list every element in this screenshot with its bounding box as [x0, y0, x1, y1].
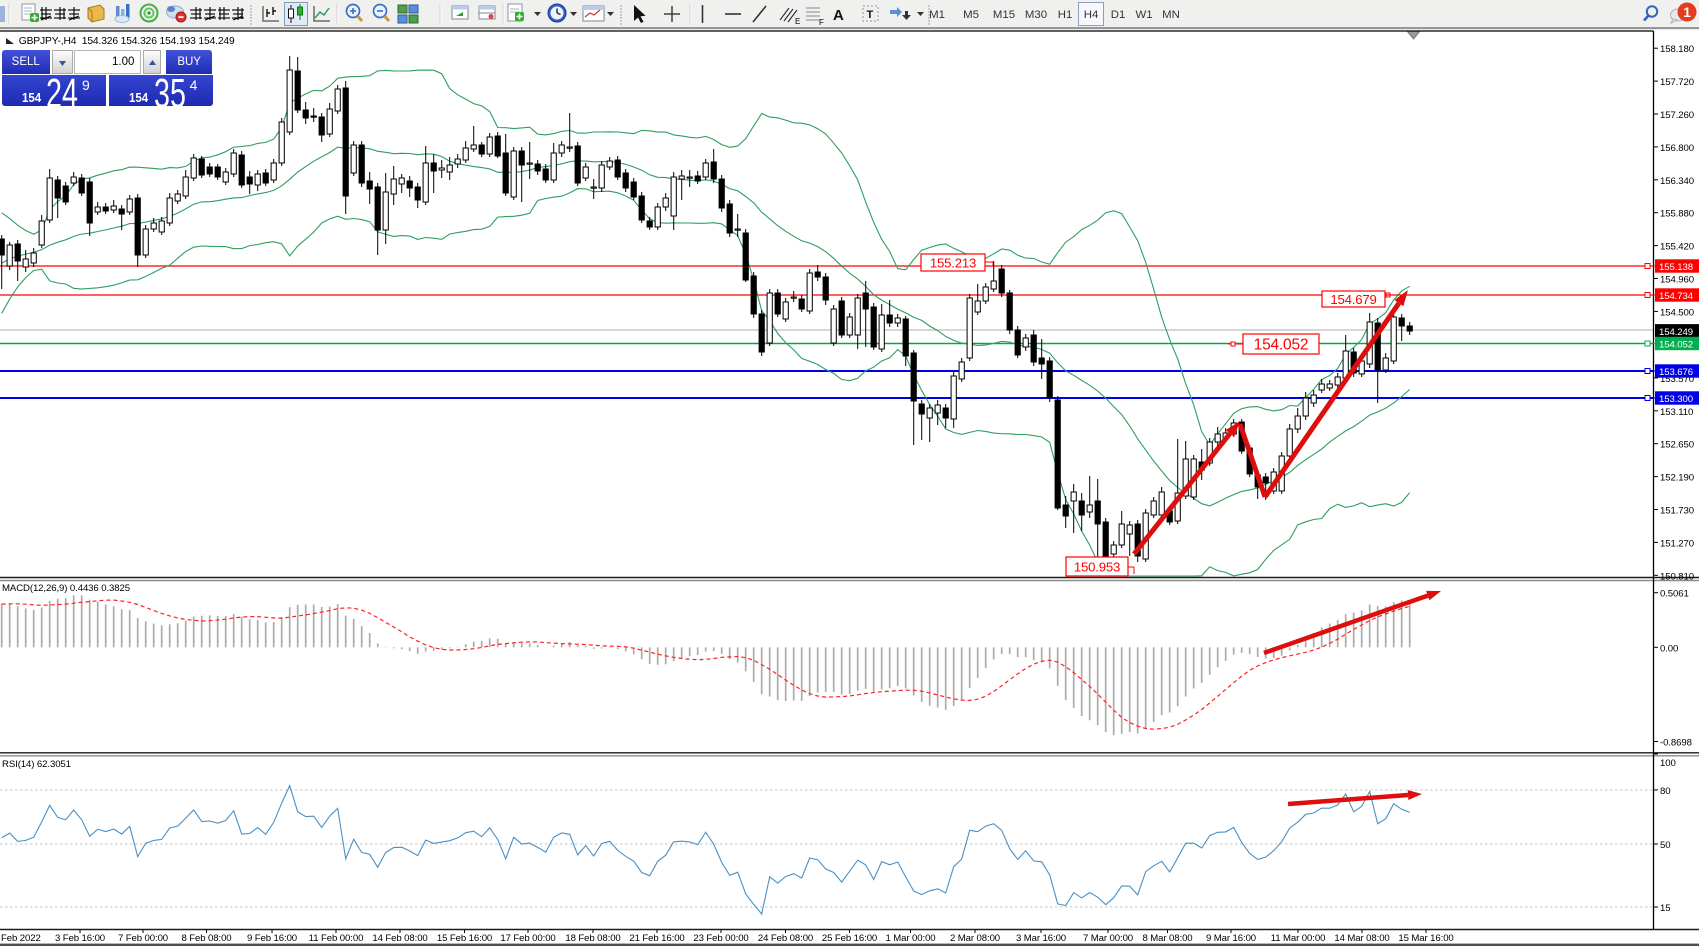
- svg-text:154.052: 154.052: [1659, 340, 1693, 351]
- svg-text:156.340: 156.340: [1660, 176, 1694, 187]
- svg-text:7 Mar 00:00: 7 Mar 00:00: [1083, 933, 1133, 944]
- svg-text:M15: M15: [993, 9, 1015, 21]
- svg-text:154.960: 154.960: [1660, 275, 1694, 286]
- svg-text:156.800: 156.800: [1660, 143, 1694, 154]
- svg-text:9 Feb 16:00: 9 Feb 16:00: [247, 933, 297, 944]
- svg-text:8 Mar 08:00: 8 Mar 08:00: [1142, 933, 1192, 944]
- svg-text:25 Feb 16:00: 25 Feb 16:00: [822, 933, 877, 944]
- svg-text:154.679: 154.679: [1330, 292, 1376, 307]
- svg-text:150.953: 150.953: [1074, 559, 1120, 574]
- svg-text:15: 15: [1660, 903, 1670, 914]
- svg-text:H4: H4: [1084, 9, 1099, 21]
- svg-text:153.570: 153.570: [1660, 374, 1694, 385]
- svg-text:151.270: 151.270: [1660, 538, 1694, 549]
- svg-text:155.880: 155.880: [1660, 209, 1694, 220]
- svg-text:RSI(14) 62.3051: RSI(14) 62.3051: [2, 759, 71, 770]
- svg-text:158.180: 158.180: [1660, 44, 1694, 55]
- svg-text:11 Mar 00:00: 11 Mar 00:00: [1271, 933, 1326, 944]
- svg-text:14 Feb 08:00: 14 Feb 08:00: [372, 933, 427, 944]
- svg-text:157.720: 157.720: [1660, 77, 1694, 88]
- svg-text:M1: M1: [929, 9, 945, 21]
- svg-text:154.734: 154.734: [1659, 291, 1694, 302]
- svg-text:155.420: 155.420: [1660, 242, 1694, 253]
- svg-text:14 Mar 08:00: 14 Mar 08:00: [1334, 933, 1389, 944]
- svg-text:100: 100: [1660, 758, 1676, 769]
- svg-text:150.810: 150.810: [1660, 571, 1694, 582]
- svg-text:E: E: [795, 17, 800, 26]
- svg-text:3 Mar 16:00: 3 Mar 16:00: [1016, 933, 1066, 944]
- svg-text:MN: MN: [1162, 9, 1180, 21]
- svg-text:11 Feb 00:00: 11 Feb 00:00: [309, 933, 364, 944]
- svg-text:H1: H1: [1058, 9, 1073, 21]
- svg-text:15 Feb 16:00: 15 Feb 16:00: [437, 933, 492, 944]
- svg-text:8 Feb 08:00: 8 Feb 08:00: [181, 933, 231, 944]
- svg-text:154.500: 154.500: [1660, 307, 1694, 318]
- svg-text:155.213: 155.213: [930, 255, 976, 270]
- svg-text:151.730: 151.730: [1660, 506, 1694, 517]
- svg-text:M30: M30: [1025, 9, 1047, 21]
- svg-text:F: F: [819, 18, 824, 27]
- svg-text:154.052: 154.052: [1254, 337, 1309, 354]
- svg-text:Feb 2022: Feb 2022: [1, 933, 41, 944]
- svg-text:23 Feb 00:00: 23 Feb 00:00: [693, 933, 748, 944]
- svg-text:9 Mar 16:00: 9 Mar 16:00: [1206, 933, 1256, 944]
- svg-text:D1: D1: [1111, 9, 1126, 21]
- svg-text:T: T: [867, 9, 874, 21]
- svg-text:152.650: 152.650: [1660, 440, 1694, 451]
- svg-text:M5: M5: [963, 9, 979, 21]
- svg-text:0.5061: 0.5061: [1660, 589, 1689, 600]
- svg-text:155.138: 155.138: [1659, 262, 1693, 273]
- svg-text:-0.8698: -0.8698: [1660, 738, 1692, 749]
- svg-text:157.260: 157.260: [1660, 110, 1694, 121]
- svg-text:152.190: 152.190: [1660, 473, 1694, 484]
- svg-text:7 Feb 00:00: 7 Feb 00:00: [118, 933, 168, 944]
- svg-text:153.676: 153.676: [1659, 367, 1693, 378]
- svg-text:18 Feb 08:00: 18 Feb 08:00: [565, 933, 620, 944]
- svg-text:0.00: 0.00: [1660, 643, 1678, 654]
- svg-text:3 Feb 16:00: 3 Feb 16:00: [55, 933, 105, 944]
- svg-text:15 Mar 16:00: 15 Mar 16:00: [1398, 933, 1453, 944]
- svg-text:153.300: 153.300: [1659, 394, 1693, 405]
- svg-text:153.110: 153.110: [1660, 407, 1693, 418]
- svg-text:17 Feb 00:00: 17 Feb 00:00: [500, 933, 555, 944]
- svg-text:24 Feb 08:00: 24 Feb 08:00: [758, 933, 813, 944]
- svg-text:W1: W1: [1135, 9, 1152, 21]
- svg-text:1 Mar 00:00: 1 Mar 00:00: [885, 933, 935, 944]
- svg-text:154.249: 154.249: [1659, 327, 1693, 338]
- svg-text:A: A: [833, 7, 844, 24]
- svg-text:21 Feb 16:00: 21 Feb 16:00: [629, 933, 684, 944]
- svg-text:MACD(12,26,9) 0.4436 0.3825: MACD(12,26,9) 0.4436 0.3825: [2, 583, 130, 594]
- svg-text:1: 1: [1683, 4, 1691, 20]
- svg-text:50: 50: [1660, 840, 1670, 851]
- svg-text:80: 80: [1660, 786, 1670, 797]
- svg-text:2 Mar 08:00: 2 Mar 08:00: [950, 933, 1000, 944]
